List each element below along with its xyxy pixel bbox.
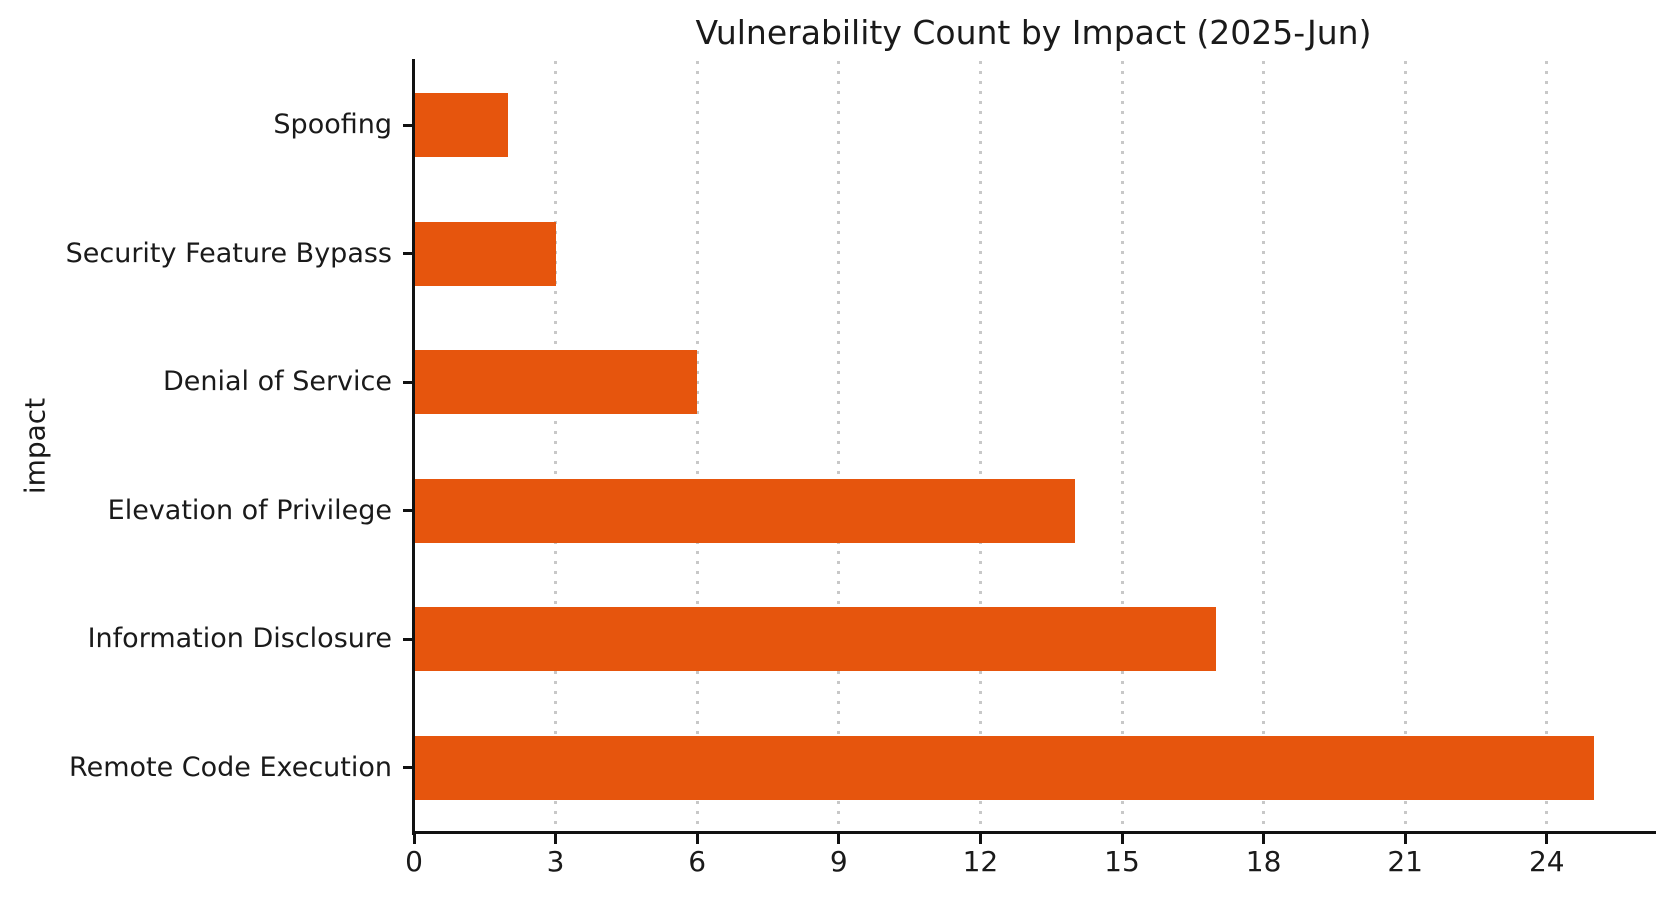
- x-tick-mark-9: [837, 832, 841, 844]
- x-tick-mark-3: [554, 832, 558, 844]
- y-tick-mark-spoofing: [403, 123, 414, 127]
- category-label-spoofing: Spoofing: [273, 109, 392, 141]
- x-tick-label-12: 12: [962, 845, 999, 878]
- y-axis-label: impact: [18, 397, 52, 495]
- x-tick-mark-12: [978, 832, 982, 844]
- bar-information-disclosure: [414, 607, 1217, 672]
- bar-security-feature-bypass: [414, 221, 556, 286]
- chart-title: Vulnerability Count by Impact (2025-Jun): [695, 13, 1372, 52]
- y-tick-mark-security-feature-bypass: [403, 252, 414, 256]
- category-label-security-feature-bypass: Security Feature Bypass: [65, 237, 392, 269]
- gridline-x-24: [1545, 61, 1549, 832]
- y-tick-mark-denial-of-service: [403, 380, 414, 384]
- gridline-x-6: [695, 61, 699, 832]
- category-label-denial-of-service: Denial of Service: [162, 366, 392, 398]
- x-axis-spine: [412, 831, 1656, 834]
- x-tick-label-3: 3: [546, 845, 565, 878]
- bar-denial-of-service: [414, 350, 698, 415]
- y-axis-spine: [412, 59, 415, 835]
- bar-remote-code-execution: [414, 735, 1594, 800]
- category-label-remote-code-execution: Remote Code Execution: [69, 751, 392, 783]
- x-tick-label-21: 21: [1387, 845, 1423, 878]
- bar-spoofing: [414, 93, 509, 158]
- gridline-x-3: [554, 61, 558, 832]
- gridline-x-12: [978, 61, 982, 832]
- x-tick-label-0: 0: [405, 845, 423, 878]
- category-label-information-disclosure: Information Disclosure: [87, 623, 392, 655]
- x-tick-label-18: 18: [1245, 845, 1282, 878]
- category-label-elevation-of-privilege: Elevation of Privilege: [107, 494, 392, 526]
- x-tick-mark-18: [1262, 832, 1266, 844]
- x-tick-mark-0: [412, 832, 416, 844]
- x-tick-mark-15: [1120, 832, 1124, 844]
- x-tick-label-24: 24: [1528, 845, 1565, 878]
- y-tick-mark-information-disclosure: [403, 637, 414, 641]
- y-tick-mark-elevation-of-privilege: [403, 509, 414, 513]
- gridline-x-15: [1120, 61, 1124, 832]
- gridline-x-21: [1403, 61, 1407, 832]
- bar-elevation-of-privilege: [414, 478, 1075, 543]
- gridline-x-9: [837, 61, 841, 832]
- x-tick-mark-6: [695, 832, 699, 844]
- x-tick-label-9: 9: [829, 845, 848, 878]
- x-tick-label-6: 6: [688, 845, 707, 878]
- y-tick-mark-remote-code-execution: [403, 766, 414, 770]
- gridline-x-18: [1262, 61, 1266, 832]
- x-tick-mark-24: [1545, 832, 1549, 844]
- x-tick-mark-21: [1403, 832, 1407, 844]
- x-tick-label-15: 15: [1104, 845, 1140, 878]
